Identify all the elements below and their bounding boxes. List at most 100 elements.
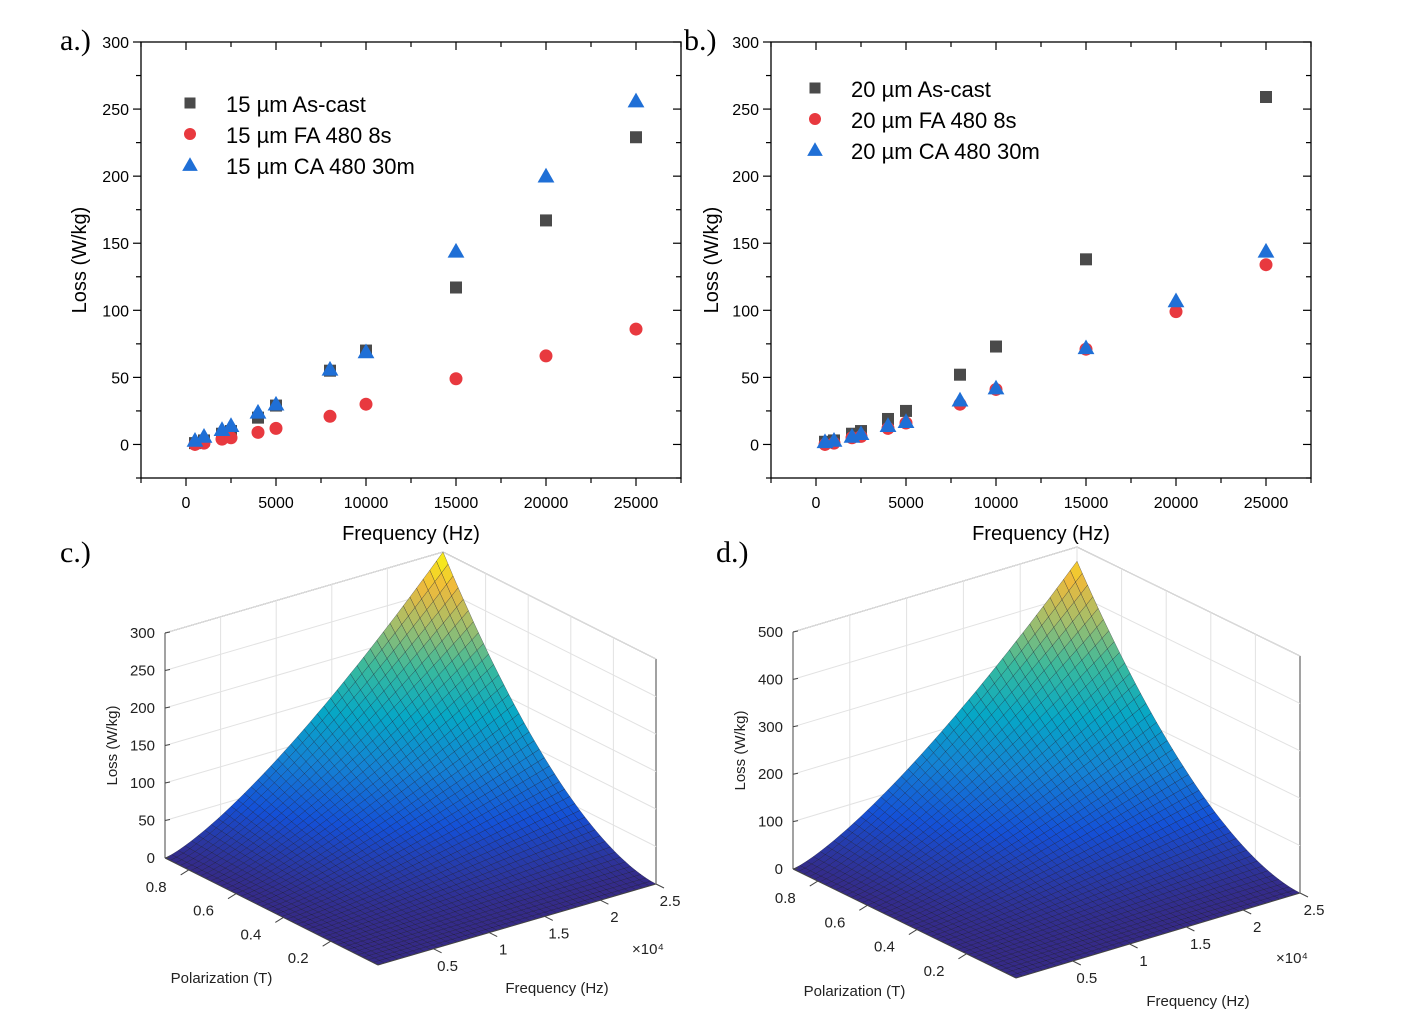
legend-entry: 15 µm FA 480 8s [226, 123, 392, 148]
f-tick-mark [1186, 926, 1195, 932]
data-point [990, 340, 1002, 353]
y-tick-label: 150 [102, 236, 129, 253]
f-tick-label: 2 [1253, 919, 1261, 936]
legend-entry: 20 µm FA 480 8s [851, 108, 1017, 133]
data-point [186, 432, 204, 447]
z-tick-mark [792, 820, 799, 823]
x-tick-label: 5000 [888, 495, 924, 512]
legend-marker-square [809, 82, 821, 94]
plot-frame [140, 41, 682, 479]
f-tick-label: 1 [499, 942, 507, 959]
x-tick-label: 10000 [974, 495, 1019, 512]
y-tick-label: 300 [102, 35, 129, 52]
data-point [897, 413, 915, 428]
series-triangle [816, 242, 1275, 449]
f-tick-mark [1072, 960, 1082, 966]
data-point [1260, 91, 1272, 104]
y-tick-label: 200 [732, 169, 759, 186]
p-tick-label: 0.4 [874, 939, 895, 956]
data-point [1169, 305, 1183, 319]
panel-label: c.) [60, 536, 91, 569]
panel-a-scatter: a.) 0 5000 10000 15000 20000 25000 0 50 100 150 20… [60, 24, 682, 545]
legend-entry: 20 µm As-cast [851, 77, 991, 102]
z-tick-mark [164, 669, 171, 671]
x-multiplier-label: ×10⁴ [632, 941, 664, 958]
z-tick-mark [164, 781, 171, 784]
x-tick-label: 5000 [258, 495, 294, 512]
data-point [540, 214, 552, 227]
x-tick-label: 0 [182, 495, 191, 512]
z-tick-label: 300 [130, 625, 155, 642]
legend-marker-triangle [182, 157, 198, 171]
x-axis-title: Frequency (Hz) [972, 523, 1110, 545]
x-multiplier-label: ×10⁴ [1276, 950, 1308, 967]
legend-marker-circle [809, 113, 821, 125]
data-point [987, 379, 1005, 395]
p-tick-mark [275, 917, 284, 923]
z-tick-label: 250 [130, 663, 155, 680]
x-tick-label: 20000 [524, 495, 569, 512]
f-tick-mark [655, 883, 665, 889]
f-tick-mark [544, 915, 554, 921]
y-tick-label: 50 [111, 370, 129, 387]
z-tick-mark [164, 631, 171, 634]
z-tick-label: 150 [130, 738, 155, 755]
y-tick-label: 0 [750, 437, 759, 454]
data-point [447, 242, 465, 258]
data-point [449, 372, 463, 386]
x-tick-label: 20000 [1154, 495, 1199, 512]
f-tick-label: 1.5 [548, 925, 569, 942]
z-tick-mark [164, 706, 171, 709]
z-tick-mark [792, 772, 799, 775]
f-tick-label: 1.5 [1190, 936, 1211, 953]
p-tick-label: 0.8 [146, 879, 167, 896]
p-tick-mark [809, 880, 819, 887]
z-tick-label: 0 [147, 850, 155, 867]
z-tick-label: 0 [775, 861, 783, 878]
panel-d-surface: d.) 0 100 200 300 400 500 0.2 0.4 0.6 0.8 0.5 1 1.5 2… [716, 536, 1324, 1010]
f-tick-mark [488, 932, 498, 938]
z-axis-title: Loss (W/kg) [104, 705, 121, 785]
data-point [269, 421, 283, 435]
z-tick-label: 300 [758, 719, 783, 736]
z-tick-mark [792, 725, 799, 728]
data-point [213, 421, 231, 437]
z-tick-mark [164, 744, 171, 746]
z-tick-label: 400 [758, 671, 783, 688]
panel-label: b.) [684, 24, 717, 57]
data-point [450, 281, 462, 294]
panel-label: a.) [60, 24, 91, 57]
data-point [222, 417, 240, 432]
data-point [951, 391, 969, 407]
y-tick-label: 100 [102, 303, 129, 320]
z-tick-mark [792, 630, 799, 633]
data-point [1080, 253, 1092, 266]
y-tick-label: 250 [732, 102, 759, 119]
legend-marker-square [184, 97, 196, 109]
p-tick-label: 0.2 [288, 950, 309, 967]
z-tick-label: 200 [130, 700, 155, 717]
data-point [900, 404, 912, 417]
panel-label: d.) [716, 536, 749, 569]
data-point [630, 131, 642, 144]
z-tick-mark [164, 819, 171, 821]
p-tick-mark [908, 929, 918, 935]
p-tick-label: 0.2 [924, 963, 945, 980]
f-tick-mark [1242, 909, 1252, 915]
x-tick-label: 15000 [1064, 495, 1109, 512]
data-point [1257, 242, 1275, 258]
z-tick-label: 200 [758, 766, 783, 783]
data-point [879, 417, 897, 432]
x-tick-label: 25000 [614, 495, 659, 512]
x-tick-label: 25000 [1244, 495, 1289, 512]
series-circle [188, 322, 643, 451]
legend-marker-triangle [807, 142, 823, 156]
x-tick-label: 10000 [344, 495, 389, 512]
p-tick-label: 0.8 [775, 890, 796, 907]
data-point [251, 425, 265, 439]
f-tick-label: 1 [1139, 953, 1147, 970]
data-point [1259, 258, 1273, 272]
data-point [321, 360, 339, 376]
data-point [323, 409, 337, 423]
